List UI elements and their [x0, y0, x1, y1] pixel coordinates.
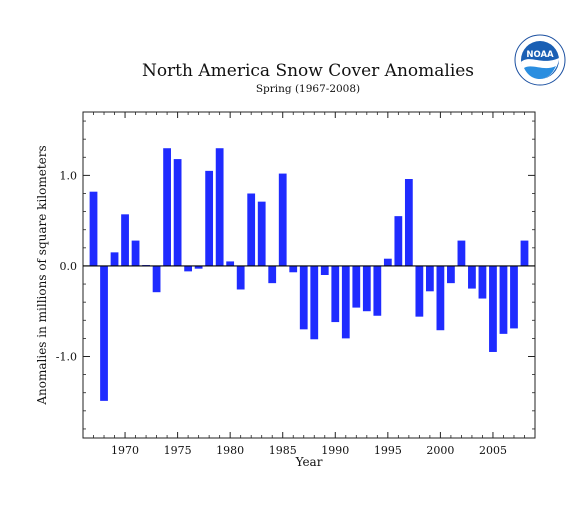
- bar-1980: [226, 261, 235, 266]
- y-axis: 1.0 0.0 -1.0: [56, 120, 535, 430]
- x-tick-label: 1990: [321, 444, 349, 457]
- bar-1969: [110, 252, 119, 266]
- noaa-logo-icon: NOAA: [514, 34, 566, 86]
- chart-subtitle: Spring (1967-2008): [256, 83, 360, 95]
- bar-2000: [436, 265, 445, 331]
- x-tick-label: 2005: [479, 444, 507, 457]
- y-tick-label: -1.0: [56, 351, 77, 364]
- logo-text: NOAA: [526, 50, 554, 60]
- bar-1992: [352, 265, 361, 308]
- bar-1991: [341, 265, 350, 339]
- bar-1990: [331, 265, 340, 323]
- x-tick-label: 1975: [164, 444, 192, 457]
- y-axis-label: Anomalies in millions of square kilomete…: [35, 145, 49, 405]
- bar-1979: [215, 148, 224, 266]
- x-tick-label: 1970: [111, 444, 139, 457]
- bar-1983: [257, 201, 266, 266]
- bar-2004: [478, 265, 487, 299]
- bar-1967: [89, 191, 98, 266]
- bar-1998: [415, 265, 424, 317]
- x-tick-label: 1980: [216, 444, 244, 457]
- bar-1973: [152, 265, 161, 293]
- bar-2003: [468, 265, 476, 289]
- bar-1988: [310, 265, 319, 340]
- plot-frame: [82, 111, 536, 439]
- bar-1977: [194, 265, 203, 269]
- bar-1997: [404, 179, 413, 266]
- bar-1985: [278, 173, 287, 266]
- bar-1989: [320, 265, 329, 275]
- bars: [89, 148, 529, 401]
- x-axis-label: Year: [295, 455, 323, 469]
- bar-1986: [289, 265, 298, 273]
- bar-1978: [205, 170, 214, 266]
- bar-1982: [247, 193, 256, 266]
- bar-1974: [163, 148, 171, 266]
- bar-1993: [362, 265, 371, 312]
- bar-2002: [457, 240, 466, 266]
- bar-1994: [373, 265, 382, 316]
- bar-2005: [489, 265, 497, 352]
- bar-1984: [268, 265, 277, 284]
- x-tick-label: 2000: [426, 444, 454, 457]
- bar-1981: [236, 265, 245, 290]
- x-tick-label: 1995: [374, 444, 402, 457]
- bar-1968: [100, 265, 108, 401]
- bar-2007: [510, 265, 518, 329]
- bar-2008: [520, 240, 529, 266]
- bar-2006: [499, 265, 508, 334]
- y-tick-label: 0.0: [60, 260, 78, 273]
- y-tick-label: 1.0: [60, 169, 78, 182]
- bar-2001: [447, 265, 455, 284]
- x-tick-label: 1985: [269, 444, 297, 457]
- bar-1975: [173, 159, 182, 266]
- bar-1987: [299, 265, 308, 330]
- bar-1970: [121, 214, 129, 266]
- bar-1976: [184, 265, 193, 272]
- x-axis: 1970 1975 1980 1985 1990 1995 2000 2005: [82, 112, 536, 457]
- bar-1971: [131, 240, 140, 266]
- bar-1995: [383, 258, 392, 266]
- bar-1996: [394, 216, 403, 266]
- chart-title: North America Snow Cover Anomalies: [142, 61, 474, 81]
- bar-1999: [425, 265, 434, 292]
